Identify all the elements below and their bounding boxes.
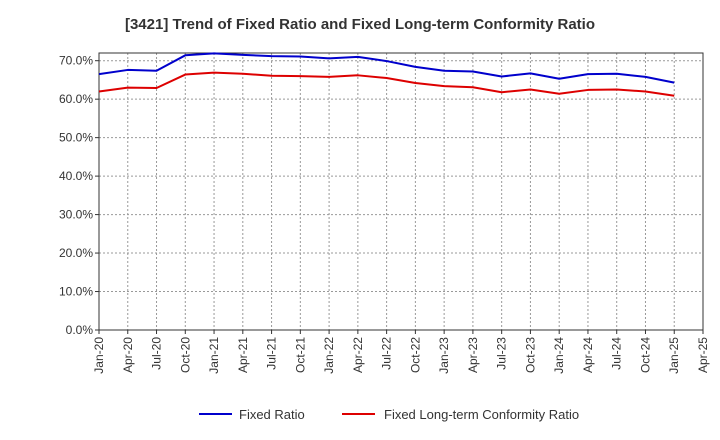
x-tick-label: Apr-23 <box>466 337 480 373</box>
x-tick-label: Apr-22 <box>351 337 365 373</box>
x-tick-label: Apr-21 <box>236 337 250 373</box>
x-tick-label: Oct-23 <box>523 337 537 373</box>
y-tick-label: 0.0% <box>66 323 94 337</box>
x-tick-label: Oct-21 <box>293 337 307 373</box>
x-tick-label: Apr-24 <box>581 337 595 373</box>
x-tick-label: Jul-24 <box>610 337 624 370</box>
x-tick-label: Jul-23 <box>495 337 509 370</box>
y-tick-label: 50.0% <box>59 131 93 145</box>
x-tick-label: Jul-21 <box>265 337 279 370</box>
y-tick-label: 30.0% <box>59 208 93 222</box>
x-tick-label: Jan-25 <box>667 337 681 374</box>
x-tick-label: Jan-22 <box>322 337 336 374</box>
y-tick-label: 60.0% <box>59 92 93 106</box>
y-tick-label: 40.0% <box>59 169 93 183</box>
y-tick-label: 10.0% <box>59 285 93 299</box>
x-tick-label: Apr-25 <box>696 337 710 373</box>
x-tick-label: Jan-20 <box>92 337 106 374</box>
x-tick-label: Jan-21 <box>207 337 221 374</box>
y-tick-label: 70.0% <box>59 54 93 68</box>
plot-frame <box>98 52 704 331</box>
x-tick-label: Jul-22 <box>380 337 394 370</box>
legend-label-1: Fixed Ratio <box>239 407 305 422</box>
series-line-1 <box>98 52 675 84</box>
x-tick-label: Jul-20 <box>150 337 164 370</box>
y-tick-label: 20.0% <box>59 246 93 260</box>
x-tick-label: Apr-20 <box>121 337 135 373</box>
x-tick-label: Oct-20 <box>178 337 192 373</box>
x-tick-label: Jan-23 <box>437 337 451 374</box>
x-tick-label: Oct-22 <box>408 337 422 373</box>
series-line-2 <box>98 71 675 97</box>
legend-label-2: Fixed Long-term Conformity Ratio <box>384 407 579 422</box>
chart-title: [3421] Trend of Fixed Ratio and Fixed Lo… <box>124 16 596 33</box>
x-tick-label: Jan-24 <box>552 337 566 374</box>
x-tick-label: Oct-24 <box>638 337 652 373</box>
